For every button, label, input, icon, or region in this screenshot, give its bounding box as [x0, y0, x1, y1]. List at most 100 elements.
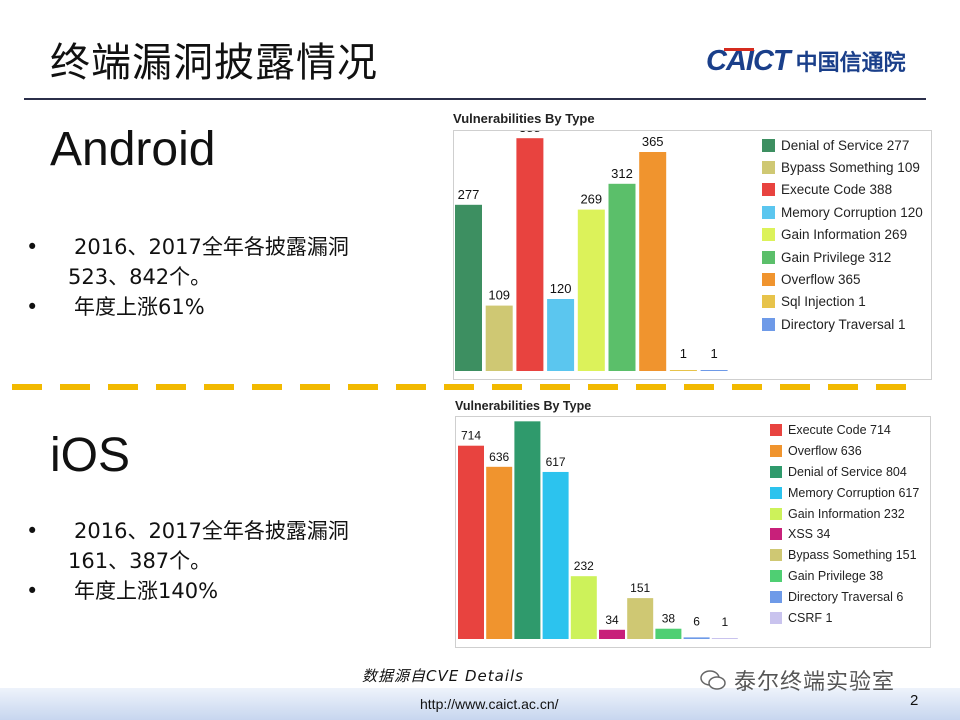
- legend-item: Memory Corruption 120: [762, 201, 923, 223]
- wechat-watermark: 泰尔终端实验室: [700, 664, 895, 696]
- bar-denial-of-service: [514, 421, 541, 639]
- bar-value-label: 1: [680, 346, 687, 361]
- legend-label: Sql Injection 1: [781, 294, 866, 310]
- bar-csrf: [711, 638, 738, 639]
- legend-swatch: [770, 424, 782, 437]
- footer-url: http://www.caict.ac.cn/: [420, 696, 559, 712]
- legend-swatch: [770, 569, 782, 582]
- legend-label: Bypass Something 109: [781, 160, 920, 176]
- legend-label: Memory Corruption 617: [788, 485, 920, 500]
- android-legend: Denial of Service 277 Bypass Something 10…: [762, 134, 923, 336]
- ios-bullet-1: • 2016、2017全年各披露漏洞: [20, 516, 349, 546]
- legend-label: Overflow 365: [781, 272, 861, 288]
- bar-value-label: 151: [630, 581, 650, 595]
- legend-label: Execute Code 714: [788, 423, 891, 438]
- legend-item: Gain Information 269: [762, 224, 923, 246]
- legend-item: Denial of Service 804: [770, 462, 919, 483]
- legend-label: XSS 34: [788, 527, 831, 542]
- bar-gain-information: [577, 209, 605, 371]
- legend-swatch: [770, 445, 782, 458]
- bar-value-label: 714: [461, 429, 481, 443]
- data-source-note: 数据源自CVE Details: [362, 667, 524, 685]
- bar-gain-information: [570, 576, 597, 639]
- legend-label: Memory Corruption 120: [781, 204, 923, 220]
- legend-item: XSS 34: [770, 524, 919, 545]
- bar-overflow: [486, 466, 513, 639]
- legend-swatch: [762, 205, 775, 219]
- bar-value-label: 388: [519, 131, 541, 135]
- legend-label: Directory Traversal 6: [788, 589, 904, 604]
- legend-item: Execute Code 388: [762, 179, 923, 201]
- bar-value-label: 109: [488, 288, 510, 303]
- legend-swatch: [762, 161, 775, 175]
- legend-swatch: [770, 611, 782, 624]
- caict-logo: CAICT 中国信通院: [706, 44, 906, 78]
- ios-bullet-2-line1: 年度上涨140%: [74, 579, 219, 603]
- legend-item: Bypass Something 109: [762, 156, 923, 178]
- watermark-text: 泰尔终端实验室: [734, 670, 896, 695]
- bar-value-label: 232: [574, 559, 594, 573]
- bar-memory-corruption: [547, 299, 575, 371]
- logo-accent: [724, 48, 754, 51]
- android-chart-title: Vulnerabilities By Type: [453, 111, 595, 126]
- bar-bypass-something: [627, 598, 654, 639]
- legend-label: Denial of Service 804: [788, 464, 907, 479]
- legend-swatch: [770, 590, 782, 603]
- legend-item: Overflow 365: [762, 268, 923, 290]
- ios-bullet-2: • 年度上涨140%: [20, 576, 349, 606]
- bar-execute-code: [516, 138, 544, 371]
- ios-bullet-1-line1: 2016、2017全年各披露漏洞: [74, 519, 349, 543]
- legend-swatch: [762, 273, 775, 287]
- legend-item: Sql Injection 1: [762, 291, 923, 313]
- legend-item: Gain Privilege 38: [770, 566, 919, 587]
- android-bullets: • 2016、2017全年各披露漏洞 523、842个。 • 年度上涨61%: [20, 232, 349, 322]
- legend-swatch: [762, 295, 775, 309]
- legend-label: Gain Privilege 312: [781, 249, 892, 265]
- bar-value-label: 6: [693, 614, 700, 628]
- page-number: 2: [910, 692, 919, 709]
- android-bullet-2-line1: 年度上涨61%: [74, 295, 205, 319]
- legend-label: Execute Code 388: [781, 182, 893, 198]
- legend-swatch: [762, 317, 775, 331]
- legend-swatch: [770, 549, 782, 562]
- bar-overflow: [639, 152, 667, 371]
- ios-chart: 714 636 804 617 232 34 151 38 6 1: [458, 417, 738, 639]
- legend-item: Gain Information 232: [770, 503, 919, 524]
- legend-swatch: [762, 138, 775, 152]
- bar-value-label: 636: [489, 450, 509, 464]
- bar-value-label: 804: [517, 417, 537, 418]
- legend-label: Directory Traversal 1: [781, 316, 906, 332]
- bar-value-label: 312: [611, 166, 633, 181]
- slide-title: 终端漏洞披露情况: [50, 40, 378, 86]
- legend-label: Gain Information 269: [781, 227, 908, 243]
- ios-heading: iOS: [50, 429, 131, 482]
- legend-item: Bypass Something 151: [770, 545, 919, 566]
- legend-swatch: [762, 250, 775, 264]
- ios-chart-title: Vulnerabilities By Type: [455, 399, 592, 413]
- legend-label: CSRF 1: [788, 610, 833, 625]
- bar-value-label: 38: [662, 612, 676, 626]
- bar-value-label: 120: [550, 281, 572, 296]
- bar-gain-privilege: [655, 628, 682, 639]
- android-bullet-1-line2: 523、842个。: [68, 265, 212, 289]
- android-bullet-1: • 2016、2017全年各披露漏洞: [20, 232, 349, 262]
- legend-item: Directory Traversal 1: [762, 313, 923, 335]
- legend-swatch: [770, 507, 782, 520]
- bar-memory-corruption: [542, 471, 569, 639]
- bar-value-label: 365: [642, 134, 664, 149]
- title-divider: [24, 98, 926, 100]
- legend-item: Gain Privilege 312: [762, 246, 923, 268]
- legend-item: Memory Corruption 617: [770, 482, 919, 503]
- legend-label: Overflow 636: [788, 444, 862, 459]
- legend-label: Gain Privilege 38: [788, 568, 884, 583]
- bar-sql-injection: [669, 370, 697, 371]
- legend-swatch: [770, 486, 782, 499]
- legend-label: Gain Information 232: [788, 506, 905, 521]
- legend-item: Overflow 636: [770, 441, 919, 462]
- bar-execute-code: [458, 445, 484, 639]
- android-bullet-1-line1: 2016、2017全年各披露漏洞: [74, 235, 349, 259]
- footer-bar: [0, 688, 960, 720]
- bar-value-label: 269: [580, 192, 602, 207]
- ios-bullets: • 2016、2017全年各披露漏洞 161、387个。 • 年度上涨140%: [20, 516, 349, 606]
- ios-legend: Execute Code 714 Overflow 636 Denial of Se…: [770, 420, 919, 628]
